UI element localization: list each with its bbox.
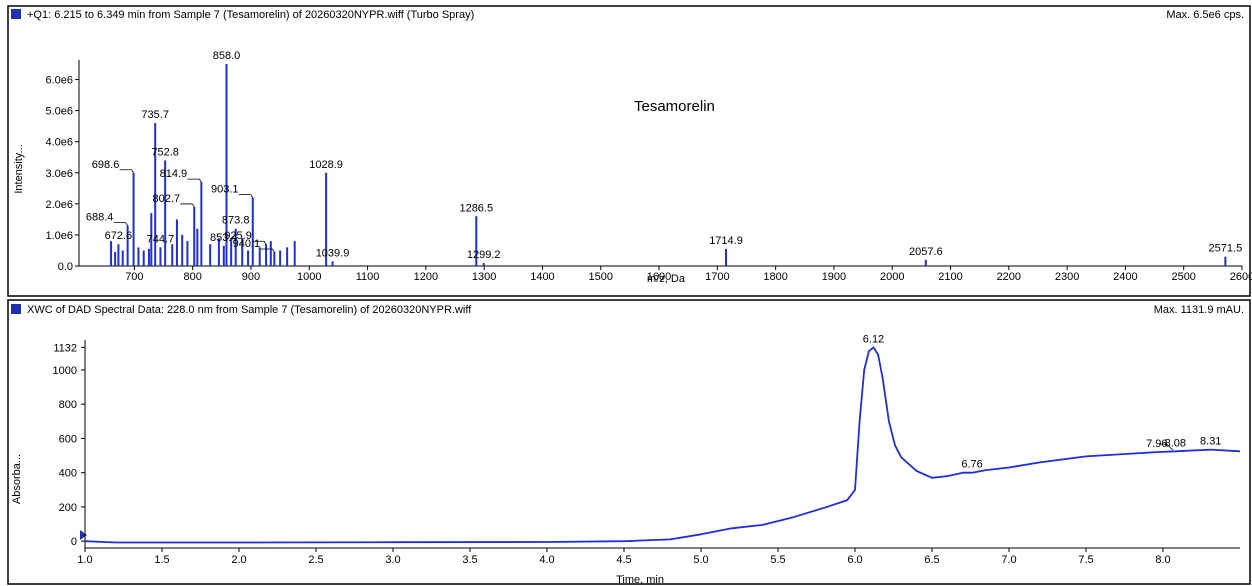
spectrum-x-tick-label: 900	[242, 271, 260, 283]
spectrum-x-tick-label: 2600	[1230, 271, 1252, 283]
chromatogram-x-tick-label: 6.0	[847, 554, 862, 566]
chromatogram-peak-label: 8.31	[1200, 436, 1221, 448]
spectrum-y-tick-label: 3.0e6	[45, 168, 73, 180]
chromatogram-series-square-icon	[11, 304, 21, 314]
spectrum-peak-label: 752.8	[151, 146, 179, 158]
spectrum-y-tick-label: 0.0	[58, 261, 73, 273]
spectrum-peak-label: 1299.2	[467, 249, 501, 261]
spectrum-x-tick-label: 700	[125, 271, 143, 283]
spectrum-peak-label: 735.7	[141, 109, 169, 121]
chromatogram-x-tick-label: 3.5	[462, 554, 477, 566]
spectrum-x-tick-label: 1200	[414, 271, 438, 283]
spectrum-x-tick-label: 1800	[763, 271, 787, 283]
chromatogram-y-tick-label: 600	[59, 433, 77, 445]
spectrum-x-tick-label: 2200	[997, 271, 1021, 283]
spectrum-annotation: Tesamorelin	[634, 98, 715, 115]
spectrum-series-square-icon	[11, 9, 21, 19]
chromatogram-y-axis-label: Absorba...	[11, 454, 23, 504]
chromatogram-x-tick-label: 1.0	[77, 554, 92, 566]
chromatogram-max-label: Max. 1131.9 mAU.	[1154, 304, 1244, 316]
spectrum-header: +Q1: 6.215 to 6.349 min from Sample 7 (T…	[27, 9, 474, 21]
chromatogram-y-tick-label: 200	[59, 502, 77, 514]
spectrum-peak-label: 903.1	[211, 184, 239, 196]
chromatogram-x-tick-label: 2.0	[231, 554, 246, 566]
chromatogram-x-tick-label: 4.0	[539, 554, 554, 566]
chromatogram-y-tick-label: 1132	[53, 342, 77, 354]
spectrum-peak-label: 873.8	[222, 215, 250, 227]
spectrum-x-tick-label: 2500	[1171, 271, 1195, 283]
spectrum-y-tick-label: 5.0e6	[45, 106, 73, 118]
spectrum-peak-label: 802.7	[152, 193, 180, 205]
spectrum-peak-label: 1039.9	[316, 247, 350, 259]
spectrum-peak-label: 744.7	[147, 233, 175, 245]
spectrum-x-tick-label: 1300	[472, 271, 496, 283]
spectrum-peak-label: 2571.5	[1209, 243, 1243, 255]
spectrum-y-tick-label: 4.0e6	[45, 137, 73, 149]
chromatogram-y-tick-label: 0	[71, 536, 77, 548]
chromatogram-x-tick-label: 5.0	[693, 554, 708, 566]
spectrum-peak-label: 1028.9	[309, 159, 343, 171]
chromatogram-x-tick-label: 1.5	[154, 554, 169, 566]
spectrum-x-tick-label: 1000	[297, 271, 321, 283]
chromatogram-x-tick-label: 4.5	[616, 554, 631, 566]
chromatogram-peak-label: 6.12	[863, 333, 884, 345]
spectrum-x-tick-label: 2000	[880, 271, 904, 283]
spectrum-x-tick-label: 1700	[705, 271, 729, 283]
spectrum-x-tick-label: 2100	[938, 271, 962, 283]
chromatogram-x-tick-label: 3.0	[385, 554, 400, 566]
spectrum-peak-label: 1286.5	[459, 202, 493, 214]
chromatogram-y-tick-label: 400	[59, 468, 77, 480]
spectrum-x-tick-label: 1900	[822, 271, 846, 283]
spectrum-y-axis-label: Intensity...	[13, 144, 25, 193]
spectrum-peak-label: 698.6	[92, 159, 120, 171]
spectrum-max-label: Max. 6.5e6 cps.	[1166, 9, 1244, 21]
chromatogram-x-tick-label: 2.5	[308, 554, 323, 566]
chromatogram-x-tick-label: 8.0	[1155, 554, 1170, 566]
spectrum-y-tick-label: 6.0e6	[45, 75, 73, 87]
spectrum-peak-label: 858.0	[213, 50, 241, 62]
spectrum-peak-label: 672.6	[105, 230, 133, 242]
spectrum-x-tick-label: 1500	[589, 271, 613, 283]
spectrum-peak-label: 940.1	[233, 238, 261, 250]
spectrum-x-tick-label: 2300	[1055, 271, 1079, 283]
chromatogram-x-tick-label: 7.5	[1078, 554, 1093, 566]
chromatogram-x-tick-label: 5.5	[770, 554, 785, 566]
spectrum-x-tick-label: 1600	[647, 271, 671, 283]
chromatogram-peak-label: 8.08	[1165, 437, 1186, 449]
spectrum-y-tick-label: 2.0e6	[45, 199, 73, 211]
chromatogram-header: XWC of DAD Spectral Data: 228.0 nm from …	[27, 304, 472, 316]
chromatogram-y-tick-label: 800	[59, 399, 77, 411]
spectrum-x-tick-label: 1400	[530, 271, 554, 283]
spectrum-x-tick-label: 800	[183, 271, 201, 283]
spectrum-peak-label: 814.9	[160, 168, 188, 180]
chromatogram-x-tick-label: 6.5	[924, 554, 939, 566]
chromatogram-x-axis-label: Time, min	[616, 574, 664, 586]
chromatogram-x-tick-label: 7.0	[1001, 554, 1016, 566]
chromatogram-y-tick-label: 1000	[53, 365, 77, 377]
spectrum-x-tick-label: 1100	[356, 271, 380, 283]
spectrum-peak-label: 1714.9	[709, 235, 743, 247]
chromatogram-peak-label: 6.76	[961, 459, 982, 471]
spectrum-peak-label: 2057.6	[909, 246, 943, 258]
spectrum-peak-label: 688.4	[86, 212, 114, 224]
spectrum-x-tick-label: 2400	[1113, 271, 1137, 283]
spectrum-y-tick-label: 1.0e6	[45, 230, 73, 242]
